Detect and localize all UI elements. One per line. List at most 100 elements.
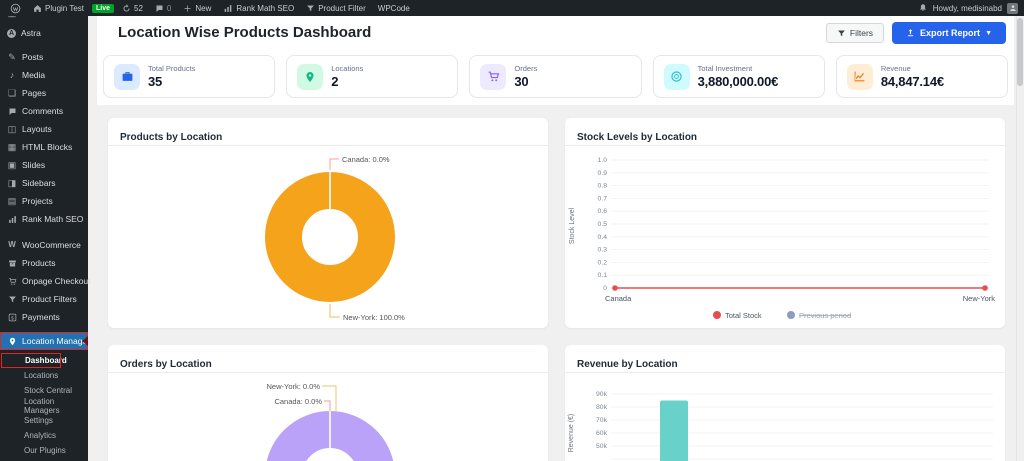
data-point-canada[interactable] xyxy=(612,285,618,291)
wp-admin-sidebar: ▦Dashboard AAstra ✎Posts ♪Media ❑Pages C… xyxy=(0,16,88,461)
svg-text:0: 0 xyxy=(603,285,607,292)
x-label-canada: Canada xyxy=(605,294,632,303)
comments-count: 0 xyxy=(167,4,171,13)
sidebar-item-media[interactable]: ♪Media xyxy=(0,66,88,84)
bar-chart-icon xyxy=(7,214,17,224)
funnel-icon xyxy=(7,294,17,304)
y-axis-ticks: 90k 80k 70k 60k 50k xyxy=(596,391,608,450)
page-title: Location Wise Products Dashboard xyxy=(118,24,371,41)
sidebar-item-astra[interactable]: AAstra xyxy=(0,24,88,42)
dashboard-header-panel: Location Wise Products Dashboard Filters… xyxy=(97,16,1014,105)
sidebar-item-rank-math[interactable]: Rank Math SEO xyxy=(0,210,88,228)
update-icon xyxy=(122,4,131,13)
export-report-button[interactable]: Export Report ▼ xyxy=(892,22,1006,44)
home-icon xyxy=(33,4,42,13)
chart-title: Products by Location xyxy=(120,132,222,143)
product-filter-menu-item[interactable]: Product Filter xyxy=(302,0,370,16)
sidebar-item-slides[interactable]: ▣Slides xyxy=(0,156,88,174)
svg-text:0.2: 0.2 xyxy=(598,259,608,266)
comment-icon xyxy=(7,106,17,116)
legend-total-stock[interactable]: Total Stock xyxy=(725,311,762,320)
legend-dot-previous-period[interactable] xyxy=(787,311,795,319)
submenu-item-dashboard[interactable]: Dashboard xyxy=(1,353,61,368)
sidebar-item-html-blocks[interactable]: ▦HTML Blocks xyxy=(0,138,88,156)
legend: Total Stock Previous period xyxy=(713,311,851,320)
stat-label: Total Products xyxy=(148,64,196,73)
sidebar-item-pages[interactable]: ❑Pages xyxy=(0,84,88,102)
sidebar-item-woocommerce[interactable]: WWooCommerce xyxy=(0,236,88,254)
scrollbar-thumb[interactable] xyxy=(1017,18,1023,86)
updates-count: 52 xyxy=(134,4,143,13)
wordpress-logo-icon[interactable] xyxy=(6,0,25,16)
howdy-text[interactable]: Howdy, medisinabd xyxy=(933,4,1002,13)
site-menu-item[interactable]: Plugin Test xyxy=(29,0,88,16)
sidebar-item-products[interactable]: Products xyxy=(0,254,88,272)
pie-label-canada: Canada: 0.0% xyxy=(274,397,322,406)
stat-card-locations: Locations 2 xyxy=(286,55,458,98)
updates-menu-item[interactable]: 52 xyxy=(118,0,147,16)
label-connector xyxy=(330,159,339,170)
projects-icon: ▤ xyxy=(7,196,17,206)
wpcode-menu-item[interactable]: WPCode xyxy=(374,0,414,16)
sidebar-item-location-manage[interactable]: Location Manage xyxy=(0,332,88,350)
map-pin-icon xyxy=(297,64,323,90)
donut-segment-boundary xyxy=(329,172,331,209)
submenu-item-locations[interactable]: Locations xyxy=(0,368,88,383)
sidebar-item-comments[interactable]: Comments xyxy=(0,102,88,120)
stat-value: 84,847.14€ xyxy=(881,74,944,89)
orders-by-location-chart: New-York: 0.0% Canada: 0.0% xyxy=(108,373,548,461)
stat-value: 3,880,000.00€ xyxy=(698,74,779,89)
sidebar-item-sidebars[interactable]: ◨Sidebars xyxy=(0,174,88,192)
svg-text:0.4: 0.4 xyxy=(598,234,608,241)
svg-text:1.0: 1.0 xyxy=(598,157,608,164)
revenue-by-location-card: Revenue by Location 90k 80k 70k 60k 50k xyxy=(565,345,1005,461)
label-connector xyxy=(324,401,330,411)
data-point-new-york[interactable] xyxy=(982,285,988,291)
legend-previous-period[interactable]: Previous period xyxy=(799,311,851,320)
scrollbar[interactable] xyxy=(1016,16,1024,461)
sidebar-item-onpage-checkout[interactable]: Onpage Checkout xyxy=(0,272,88,290)
submenu-item-settings[interactable]: Settings xyxy=(0,413,88,428)
current-item-arrow-icon xyxy=(82,336,88,346)
new-menu-item[interactable]: New xyxy=(179,0,215,16)
comments-menu-item[interactable]: 0 xyxy=(151,0,175,16)
dashboard-icon: ▦ xyxy=(7,16,17,18)
filters-button[interactable]: Filters xyxy=(826,23,884,43)
gridlines xyxy=(611,160,989,288)
y-axis-label: Stock Level xyxy=(569,207,576,244)
astra-icon: A xyxy=(7,29,16,38)
avatar[interactable] xyxy=(1007,3,1018,14)
box-icon xyxy=(7,258,17,268)
svg-text:0.6: 0.6 xyxy=(598,208,608,215)
coin-icon xyxy=(664,64,690,90)
sidebars-icon: ◨ xyxy=(7,178,17,188)
sidebar-item-product-filters[interactable]: Product Filters xyxy=(0,290,88,308)
orders-by-location-card: Orders by Location New-York: 0.0% Canada… xyxy=(108,345,548,461)
stat-label: Revenue xyxy=(881,64,944,73)
bell-icon[interactable] xyxy=(918,3,928,13)
stat-value: 30 xyxy=(514,74,537,89)
export-icon xyxy=(906,28,915,38)
submenu-item-our-plugins[interactable]: Our Plugins xyxy=(0,443,88,458)
svg-text:70k: 70k xyxy=(596,417,608,424)
products-by-location-card: Products by Location Canada: 0.0% New-Yo… xyxy=(108,118,548,328)
svg-text:0.1: 0.1 xyxy=(598,272,608,279)
sidebar-item-dashboard-clipped[interactable]: ▦Dashboard xyxy=(0,16,88,21)
sidebar-item-payments[interactable]: $ Payments xyxy=(0,308,88,326)
rank-math-menu-item[interactable]: Rank Math SEO xyxy=(219,0,298,16)
sidebar-item-projects[interactable]: ▤Projects xyxy=(0,192,88,210)
chart-title: Revenue by Location xyxy=(577,359,678,370)
bar-new-york[interactable] xyxy=(660,401,688,461)
live-badge[interactable]: Live xyxy=(92,4,114,13)
submenu-item-location-managers[interactable]: Location Managers xyxy=(0,398,88,413)
y-axis-ticks: 1.0 0.9 0.8 0.7 0.6 0.5 0.4 0.3 0.2 0.1 … xyxy=(598,157,608,292)
legend-dot-total-stock[interactable] xyxy=(713,311,721,319)
pie-label-new-york: New-York: 100.0% xyxy=(343,313,405,322)
label-connector xyxy=(330,304,340,317)
plus-icon xyxy=(183,4,192,13)
site-name: Plugin Test xyxy=(45,4,84,13)
sidebar-item-layouts[interactable]: ◫Layouts xyxy=(0,120,88,138)
sidebar-item-posts[interactable]: ✎Posts xyxy=(0,48,88,66)
label-connector xyxy=(322,386,336,411)
submenu-item-analytics[interactable]: Analytics xyxy=(0,428,88,443)
